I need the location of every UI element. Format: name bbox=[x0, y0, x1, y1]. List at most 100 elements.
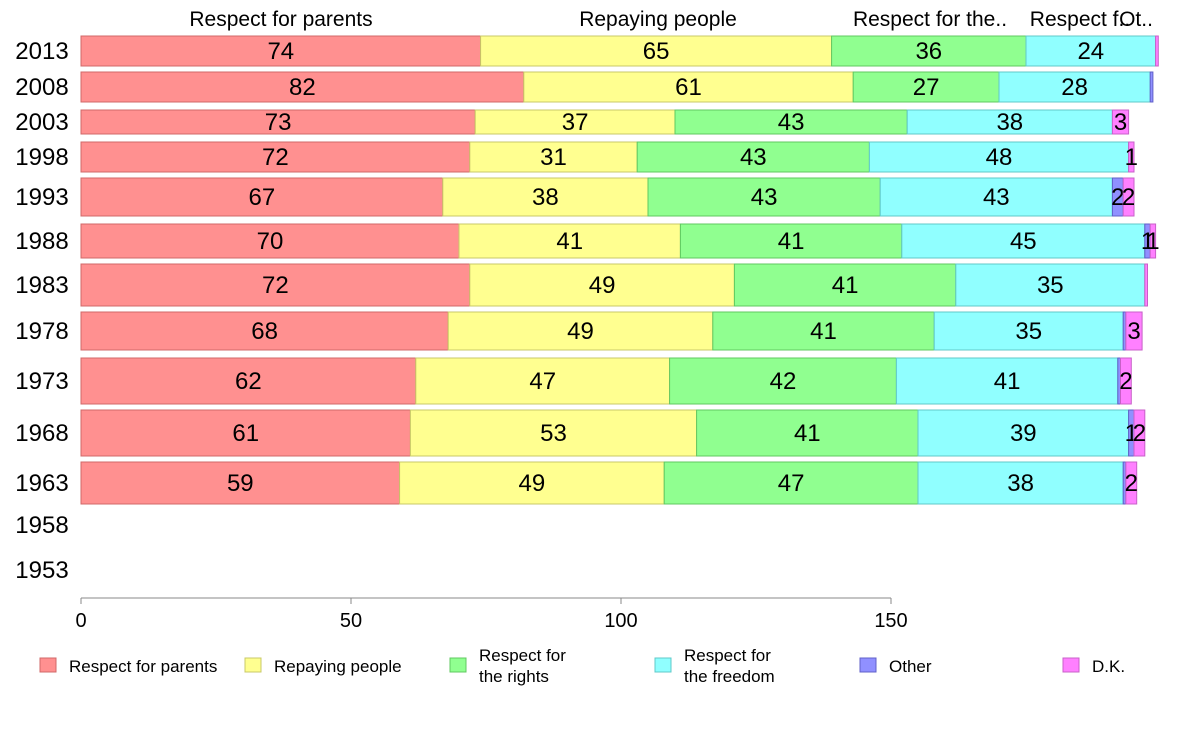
bar-value-label: 41 bbox=[556, 228, 583, 255]
bar-value-label: 2 bbox=[1119, 368, 1132, 395]
bar-segment bbox=[917, 461, 1124, 505]
bar-value-label: 1 bbox=[1125, 144, 1138, 171]
bar-value-label: 70 bbox=[257, 228, 284, 255]
bar-value-label: 73 bbox=[265, 109, 292, 136]
legend-swatch bbox=[859, 657, 877, 673]
bar-segment bbox=[80, 223, 460, 259]
bar-segment bbox=[447, 311, 714, 351]
bar-segment bbox=[879, 177, 1113, 217]
year-label: 1993 bbox=[15, 184, 68, 211]
bar-value-label: 43 bbox=[740, 144, 767, 171]
legend-label: Repaying people bbox=[274, 657, 402, 676]
bar-value-label: 41 bbox=[778, 228, 805, 255]
bar-value-label: 38 bbox=[996, 109, 1023, 136]
year-label: 1978 bbox=[15, 318, 68, 345]
bar-segment bbox=[80, 35, 482, 67]
bar-value-label: 38 bbox=[532, 184, 559, 211]
legend-swatch bbox=[1062, 657, 1080, 673]
x-tick-label: 100 bbox=[604, 610, 637, 632]
bar-segment bbox=[80, 71, 525, 103]
bar-value-label: 67 bbox=[249, 184, 276, 211]
column-header: Respect for the.. bbox=[853, 8, 1007, 31]
bar-segment bbox=[669, 357, 897, 405]
bar-segment bbox=[933, 311, 1124, 351]
year-label: 2013 bbox=[15, 38, 68, 65]
bar-value-label: 41 bbox=[994, 368, 1021, 395]
bar-segment bbox=[80, 461, 401, 505]
bar-segment bbox=[712, 311, 935, 351]
bar-value-label: 53 bbox=[540, 420, 567, 447]
bar-segment bbox=[1133, 409, 1146, 457]
year-label: 1958 bbox=[15, 512, 68, 539]
bar-segment bbox=[1125, 311, 1143, 351]
bar-segment bbox=[868, 141, 1130, 173]
bar-segment bbox=[852, 71, 1000, 103]
bar-value-label: 43 bbox=[983, 184, 1010, 211]
bar-segment bbox=[415, 357, 671, 405]
bar-value-label: 3 bbox=[1127, 318, 1140, 345]
year-label: 2008 bbox=[15, 74, 68, 101]
bar-value-label: 35 bbox=[1015, 318, 1042, 345]
year-labels: 2013 2008 2003 1998 1993 1988 1983 1978 1973 1968… bbox=[15, 38, 68, 584]
bar-value-label: 43 bbox=[778, 109, 805, 136]
bar-segment bbox=[831, 35, 1027, 67]
bar-value-label: 72 bbox=[262, 144, 289, 171]
bar-segment bbox=[636, 141, 870, 173]
column-header: Respect f.. bbox=[1030, 8, 1130, 31]
bar-value-label: 45 bbox=[1010, 228, 1037, 255]
bar-segment bbox=[458, 223, 681, 259]
bar-segment bbox=[523, 71, 854, 103]
column-header: Ot.. bbox=[1119, 8, 1153, 31]
bar-segment bbox=[80, 263, 471, 307]
bar-value-label: 47 bbox=[778, 470, 805, 497]
legend-label: Respect for bbox=[479, 646, 566, 665]
bar-value-label: 48 bbox=[986, 144, 1013, 171]
bar-value-label: 2 bbox=[1125, 470, 1138, 497]
bar-value-label: 74 bbox=[267, 38, 294, 65]
year-label: 1998 bbox=[15, 144, 68, 171]
x-tick-label: 150 bbox=[874, 610, 907, 632]
column-header: Repaying people bbox=[579, 8, 737, 31]
bar-value-label: 37 bbox=[562, 109, 589, 136]
bar-segment bbox=[1111, 109, 1130, 135]
bar-segment bbox=[399, 461, 665, 505]
bar-value-label: 2 bbox=[1111, 184, 1124, 211]
bar-segment bbox=[442, 177, 649, 217]
bar-segment bbox=[679, 223, 903, 259]
bar-segment bbox=[647, 177, 881, 217]
x-tick-label: 0 bbox=[75, 610, 86, 632]
year-label: 2003 bbox=[15, 109, 68, 136]
bar-segment bbox=[906, 109, 1113, 135]
bar-value-label: 72 bbox=[262, 272, 289, 299]
bar-segment bbox=[1149, 223, 1157, 259]
column-headers: Respect for parents Repaying people Respec… bbox=[189, 8, 1153, 31]
year-label: 1988 bbox=[15, 228, 68, 255]
year-label: 1968 bbox=[15, 420, 68, 447]
bar-segment bbox=[1144, 263, 1149, 307]
year-label: 1983 bbox=[15, 272, 68, 299]
bar-value-label: 35 bbox=[1037, 272, 1064, 299]
bar-segment bbox=[1120, 357, 1132, 405]
bar-segment bbox=[469, 141, 638, 173]
bar-value-label: 61 bbox=[675, 74, 702, 101]
bar-value-label: 43 bbox=[751, 184, 778, 211]
legend: Respect for parents Repaying people Respec… bbox=[39, 646, 1125, 686]
column-header: Respect for parents bbox=[189, 8, 372, 31]
x-axis: 0 50 100 150 bbox=[75, 597, 908, 632]
bar-value-label: 47 bbox=[529, 368, 556, 395]
bar-segment bbox=[80, 311, 449, 351]
bar-segment bbox=[998, 71, 1151, 103]
year-label: 1973 bbox=[15, 368, 68, 395]
bar-value-label: 68 bbox=[251, 318, 278, 345]
bar-value-label: 41 bbox=[832, 272, 859, 299]
bar-value-label: 36 bbox=[915, 38, 942, 65]
bar-segment bbox=[480, 35, 833, 67]
bar-segment bbox=[955, 263, 1146, 307]
bar-value-label: 82 bbox=[289, 74, 316, 101]
bar-value-label: 49 bbox=[567, 318, 594, 345]
year-label: 1953 bbox=[15, 557, 68, 584]
bar-segment bbox=[474, 109, 676, 135]
bar-value-label: 27 bbox=[913, 74, 940, 101]
bar-value-label: 62 bbox=[235, 368, 262, 395]
